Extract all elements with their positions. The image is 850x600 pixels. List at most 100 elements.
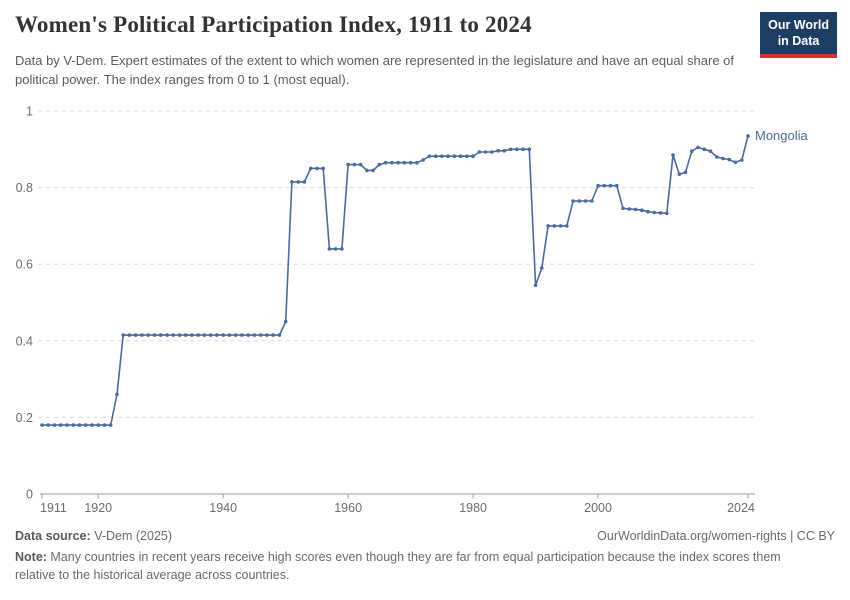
data-point <box>683 170 688 175</box>
data-point <box>715 155 719 159</box>
data-point <box>690 149 694 153</box>
data-point <box>746 134 750 138</box>
data-point <box>321 166 326 171</box>
data-point <box>308 166 313 171</box>
data-point <box>365 168 369 173</box>
data-point <box>640 208 644 212</box>
data-point <box>77 423 82 427</box>
data-point <box>602 183 607 188</box>
y-axis-labels: 0 0.2 0.4 0.6 0.8 1 <box>16 105 33 502</box>
data-point <box>540 266 544 270</box>
data-point <box>340 247 344 251</box>
data-point <box>196 333 200 337</box>
data-point <box>490 150 494 154</box>
data-point <box>621 206 625 211</box>
data-point <box>671 153 675 157</box>
data-point <box>71 423 75 427</box>
page-title: Women's Political Participation Index, 1… <box>15 12 532 37</box>
data-point <box>733 160 738 165</box>
data-point <box>333 247 338 251</box>
data-point <box>383 160 388 165</box>
data-source-text: V-Dem (2025) <box>90 529 173 543</box>
x-tick-label: 1911 <box>40 501 67 515</box>
data-point <box>96 423 100 427</box>
data-point <box>121 333 125 337</box>
data-point <box>483 150 488 154</box>
data-point <box>546 224 550 228</box>
data-point <box>177 333 182 337</box>
data-point <box>246 333 250 337</box>
data-point <box>171 333 175 337</box>
data-point <box>102 423 107 427</box>
data-point <box>577 199 582 203</box>
data-point <box>471 154 475 158</box>
data-point <box>258 333 263 337</box>
x-axis-labels: 1911 1920 1940 1960 1980 2000 2024 <box>40 501 755 515</box>
data-point <box>727 157 732 162</box>
data-point <box>283 319 288 324</box>
data-point <box>327 247 332 251</box>
data-point <box>65 423 69 427</box>
data-point <box>590 199 594 203</box>
data-point <box>721 156 725 161</box>
data-point <box>421 158 425 162</box>
data-point <box>227 333 232 337</box>
data-point <box>133 333 138 337</box>
x-tick-label: 2024 <box>727 501 755 515</box>
y-tick-label: 0.6 <box>16 258 33 272</box>
data-point <box>90 423 94 427</box>
data-point <box>677 172 682 176</box>
data-point <box>252 333 257 337</box>
data-point <box>583 199 588 203</box>
data-point <box>315 166 319 171</box>
data-point <box>433 154 438 158</box>
data-point <box>158 333 163 337</box>
data-point <box>165 333 169 337</box>
owid-logo-line1: Our World <box>768 18 829 32</box>
data-point <box>40 423 44 427</box>
owid-cc-link[interactable]: OurWorldinData.org/women-rights | CC BY <box>597 529 835 543</box>
data-point <box>146 333 150 337</box>
series-line <box>42 135 749 426</box>
data-point <box>665 211 669 216</box>
data-point <box>633 207 638 212</box>
data-point <box>615 183 619 188</box>
data-point <box>402 160 407 165</box>
data-point <box>477 150 482 154</box>
data-point <box>702 147 707 152</box>
series-end-label: Mongolia <box>755 128 809 143</box>
data-point <box>552 224 557 228</box>
data-point <box>527 147 532 152</box>
data-point <box>708 149 713 153</box>
data-point <box>152 333 157 337</box>
data-point <box>740 158 744 162</box>
data-point <box>508 147 513 152</box>
data-point <box>302 180 307 184</box>
x-tick-label: 2000 <box>584 501 612 515</box>
footnote-text: Many countries in recent years receive h… <box>15 550 781 582</box>
data-point <box>265 333 269 337</box>
data-point <box>396 160 400 165</box>
data-point <box>415 160 419 165</box>
owid-logo[interactable]: Our World in Data <box>760 12 837 59</box>
data-point <box>696 145 700 150</box>
data-point <box>427 154 432 158</box>
data-point <box>627 207 632 211</box>
data-point <box>202 333 207 337</box>
x-tick-label: 1940 <box>209 501 237 515</box>
data-point <box>233 333 238 337</box>
x-axis <box>40 493 755 499</box>
data-point <box>390 160 394 165</box>
data-point <box>115 392 119 397</box>
data-point <box>240 333 244 337</box>
data-point <box>290 180 294 184</box>
data-point <box>358 162 363 167</box>
data-point <box>83 423 88 427</box>
data-point <box>352 162 357 167</box>
data-point <box>52 423 57 427</box>
data-point <box>277 333 282 337</box>
line-series-mongolia: Mongolia <box>40 128 809 427</box>
data-point <box>58 423 63 427</box>
y-tick-label: 0 <box>26 488 33 502</box>
